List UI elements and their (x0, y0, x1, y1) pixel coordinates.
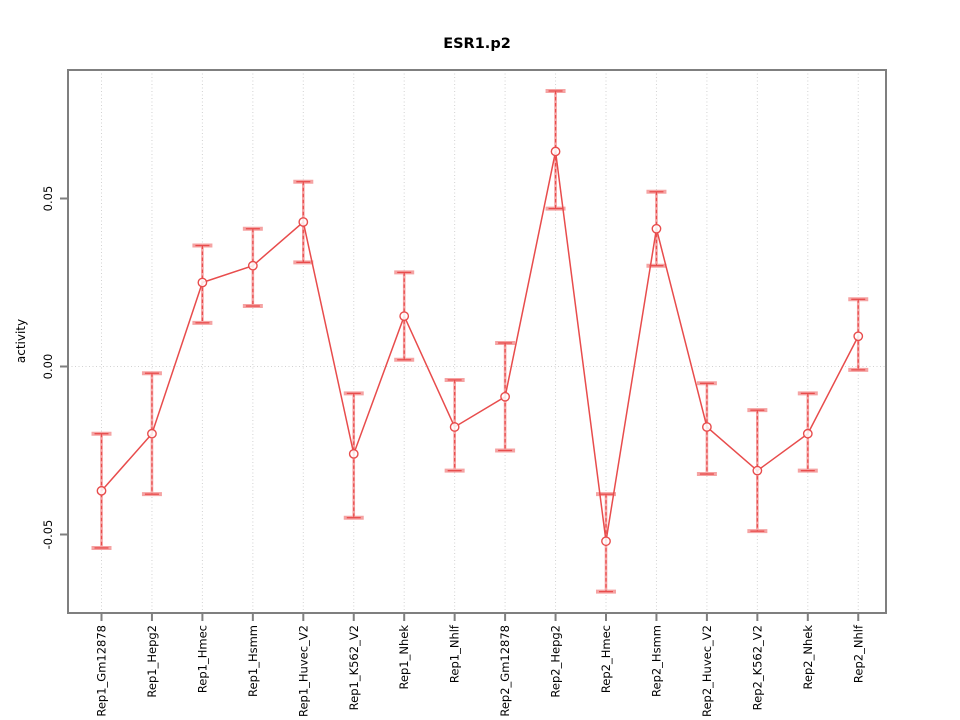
x-tick-label: Rep2_Nhek (801, 625, 815, 690)
data-point (752, 465, 763, 476)
axis-layer: 0.05 0.00 -0.05 Rep1_Gm12878 Rep1_Hepg2 Rep1_… (41, 186, 865, 717)
x-tick-label: Rep1_Hepg2 (145, 625, 159, 698)
x-tick-label: Rep1_K562_V2 (347, 625, 361, 710)
data-point (702, 422, 712, 432)
x-tick-label: Rep1_Huvec_V2 (296, 625, 310, 717)
data-point (601, 536, 611, 547)
x-tick-label: Rep2_Hsmm (649, 625, 663, 697)
data-point (853, 331, 864, 342)
y-tick-label: 0.05 (41, 186, 55, 212)
plot-frame (67, 69, 887, 614)
x-tick-label: Rep2_Huvec_V2 (700, 625, 714, 717)
x-tick-label: Rep1_Hmec (195, 625, 209, 693)
x-tick-label: Rep2_Hepg2 (549, 625, 563, 698)
y-tick-label: -0.05 (41, 520, 55, 550)
data-point (348, 448, 359, 459)
x-tick-label: Rep2_Gm12878 (498, 625, 512, 717)
data-point (147, 428, 157, 439)
data-point (247, 260, 258, 271)
data-layer (91, 88, 869, 594)
data-point (96, 485, 107, 496)
series-line (100, 151, 859, 542)
x-tick-label: Rep1_Hsmm (246, 625, 260, 697)
data-point (550, 146, 561, 157)
data-point (298, 217, 309, 227)
data-point (449, 422, 460, 432)
data-point (197, 277, 208, 288)
y-axis-label: activity (14, 319, 28, 363)
x-tick-label: Rep1_Nhlf (448, 624, 462, 683)
data-point (399, 311, 410, 321)
data-point (802, 428, 813, 439)
x-tick-label: Rep2_Nhlf (851, 624, 865, 683)
x-tick-label: Rep1_Gm12878 (95, 625, 109, 717)
x-tick-label: Rep2_K562_V2 (750, 625, 764, 710)
x-tick-label: Rep2_Hmec (599, 625, 613, 693)
y-tick-label: 0.00 (41, 354, 55, 380)
data-point (500, 391, 510, 402)
x-tick-label: Rep1_Nhek (397, 625, 411, 690)
data-point (651, 223, 662, 234)
chart-title: ESR1.p2 (443, 36, 511, 52)
